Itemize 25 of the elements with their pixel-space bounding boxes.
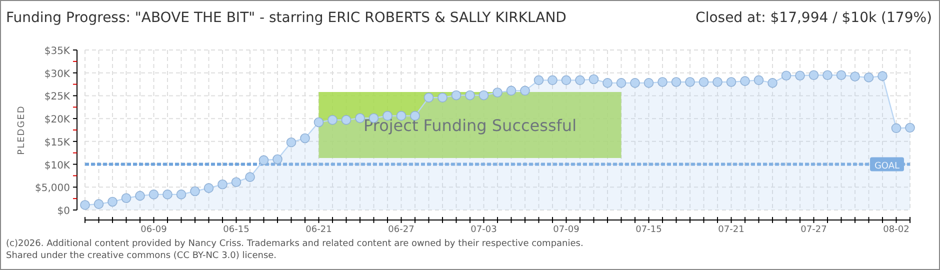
y-tick-label: $15K: [44, 137, 70, 148]
x-tick-label: 06-27: [388, 225, 414, 235]
x-tick-label: 07-21: [718, 225, 744, 235]
y-axis-title: PLEDGED: [17, 105, 27, 155]
y-tick-label: $30K: [44, 68, 70, 80]
ref-line-label: GOAL: [874, 161, 900, 172]
text: Shared under the creative commons (CC BY-NC 3.0) license.: [6, 251, 277, 261]
text: (c)2026. Additional content provided by Nancy Criss. Trademarks and related content are owned by their respective companies.: [6, 239, 584, 249]
y-tick-label: $35K: [44, 46, 70, 57]
annotation: Project Funding Successful: [363, 116, 577, 135]
x-tick-label: 07-09: [553, 225, 580, 235]
x-tick-label: 07-15: [636, 225, 662, 235]
x-tick-label: 08-02: [883, 225, 910, 235]
x-tick-label: 06-21: [306, 225, 332, 235]
x-tick-label: 06-15: [223, 225, 250, 235]
y-tick-label: $10K: [44, 160, 70, 172]
x-tick-label: 07-03: [470, 225, 497, 235]
y-tick-label: $5,000: [35, 183, 70, 194]
chart-subtitle: Closed at: $17,994 / $10k (179%): [696, 10, 932, 26]
y-tick-label: $0: [57, 206, 70, 217]
y-tick-label: $25K: [44, 92, 70, 103]
x-tick-label: 07-27: [800, 225, 827, 235]
x-tick-label: 06-09: [140, 225, 168, 235]
y-tick-label: $20K: [44, 114, 70, 126]
chart-title: Funding Progress: "ABOVE THE BIT" - starring ERIC ROBERTS & SALLY KIRKLAND: [6, 10, 566, 26]
